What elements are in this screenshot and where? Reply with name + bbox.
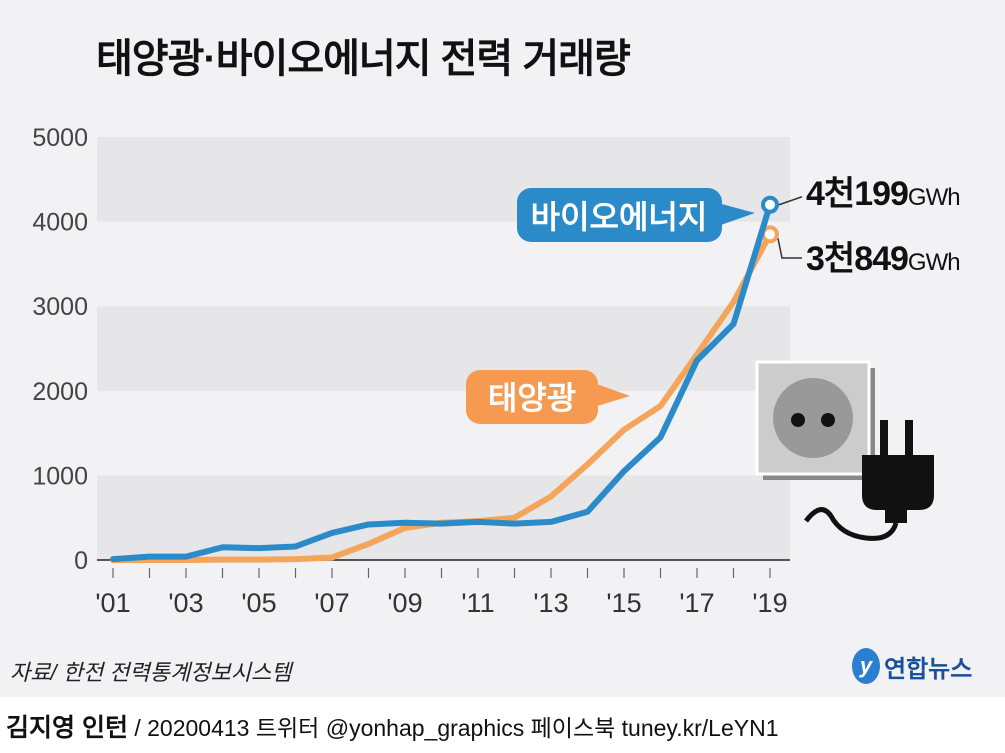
outlet-socket: [773, 378, 853, 458]
x-tick-label: '17: [679, 588, 714, 618]
chart-title: 태양광·바이오에너지 전력 거래량: [96, 37, 631, 81]
credit-text: / 20200413 트위터 @yonhap_graphics 페이스북 tun…: [134, 715, 779, 741]
leader-line: [778, 196, 803, 206]
plug-icon: [862, 455, 934, 510]
x-tick-label: '19: [752, 588, 787, 618]
solar-callout-label: 태양광: [488, 379, 576, 417]
grid-band: [97, 390, 790, 476]
logo-icon: y: [852, 648, 880, 684]
x-tick-label: '09: [387, 588, 422, 618]
leader-line: [777, 238, 802, 259]
x-tick-label: '03: [168, 588, 203, 618]
bio-end-value: 4천199GWh: [806, 175, 960, 213]
y-tick-label: 1000: [32, 462, 88, 490]
outlet-hole: [791, 413, 805, 427]
grid-band: [97, 306, 790, 391]
bio-callout-pointer: [718, 203, 755, 226]
plug-prong: [905, 420, 913, 460]
credit-line: 김지영 인턴 / 20200413 트위터 @yonhap_graphics 페…: [6, 708, 779, 744]
end-marker: [761, 195, 779, 214]
grid-band: [97, 475, 790, 560]
x-tick-label: '05: [241, 588, 276, 618]
solar-callout-pointer: [594, 383, 630, 407]
x-tick-label: '13: [533, 588, 568, 618]
solar-callout: [466, 370, 598, 424]
plug-neck: [885, 505, 907, 523]
y-tick-label: 0: [74, 547, 88, 575]
y-tick-label: 5000: [32, 124, 88, 152]
x-tick-label: '15: [606, 588, 641, 618]
logo-text: 연합뉴스: [884, 655, 973, 683]
line-chart: 0 1000 2000 3000 4000 5000 '01 '03 '05 '07 '09 '11 '…: [32, 124, 960, 618]
chart-panel: 태양광·바이오에너지 전력 거래량 0 1000 2000 3000 4000 5000 '…: [0, 0, 1005, 697]
bio-callout-label: 바이오에너지: [531, 198, 708, 236]
source-note: 자료/ 한전 전력통계정보시스템: [10, 660, 292, 685]
x-tick-label: '07: [314, 588, 349, 618]
y-tick-label: 2000: [32, 378, 88, 406]
solar-end-value: 3천849GWh: [806, 240, 960, 278]
y-tick-label: 3000: [32, 293, 88, 321]
yonhap-logo: y 연합뉴스: [852, 648, 972, 684]
plug-prong: [880, 420, 888, 460]
x-tick-label: '11: [461, 588, 494, 618]
y-tick-label: 4000: [32, 209, 88, 237]
x-tick-label: '01: [95, 588, 130, 618]
plug-cable: [804, 507, 899, 541]
bio-callout: [517, 188, 722, 242]
author: 김지영 인턴: [6, 714, 128, 742]
outlet-hole: [821, 413, 835, 427]
